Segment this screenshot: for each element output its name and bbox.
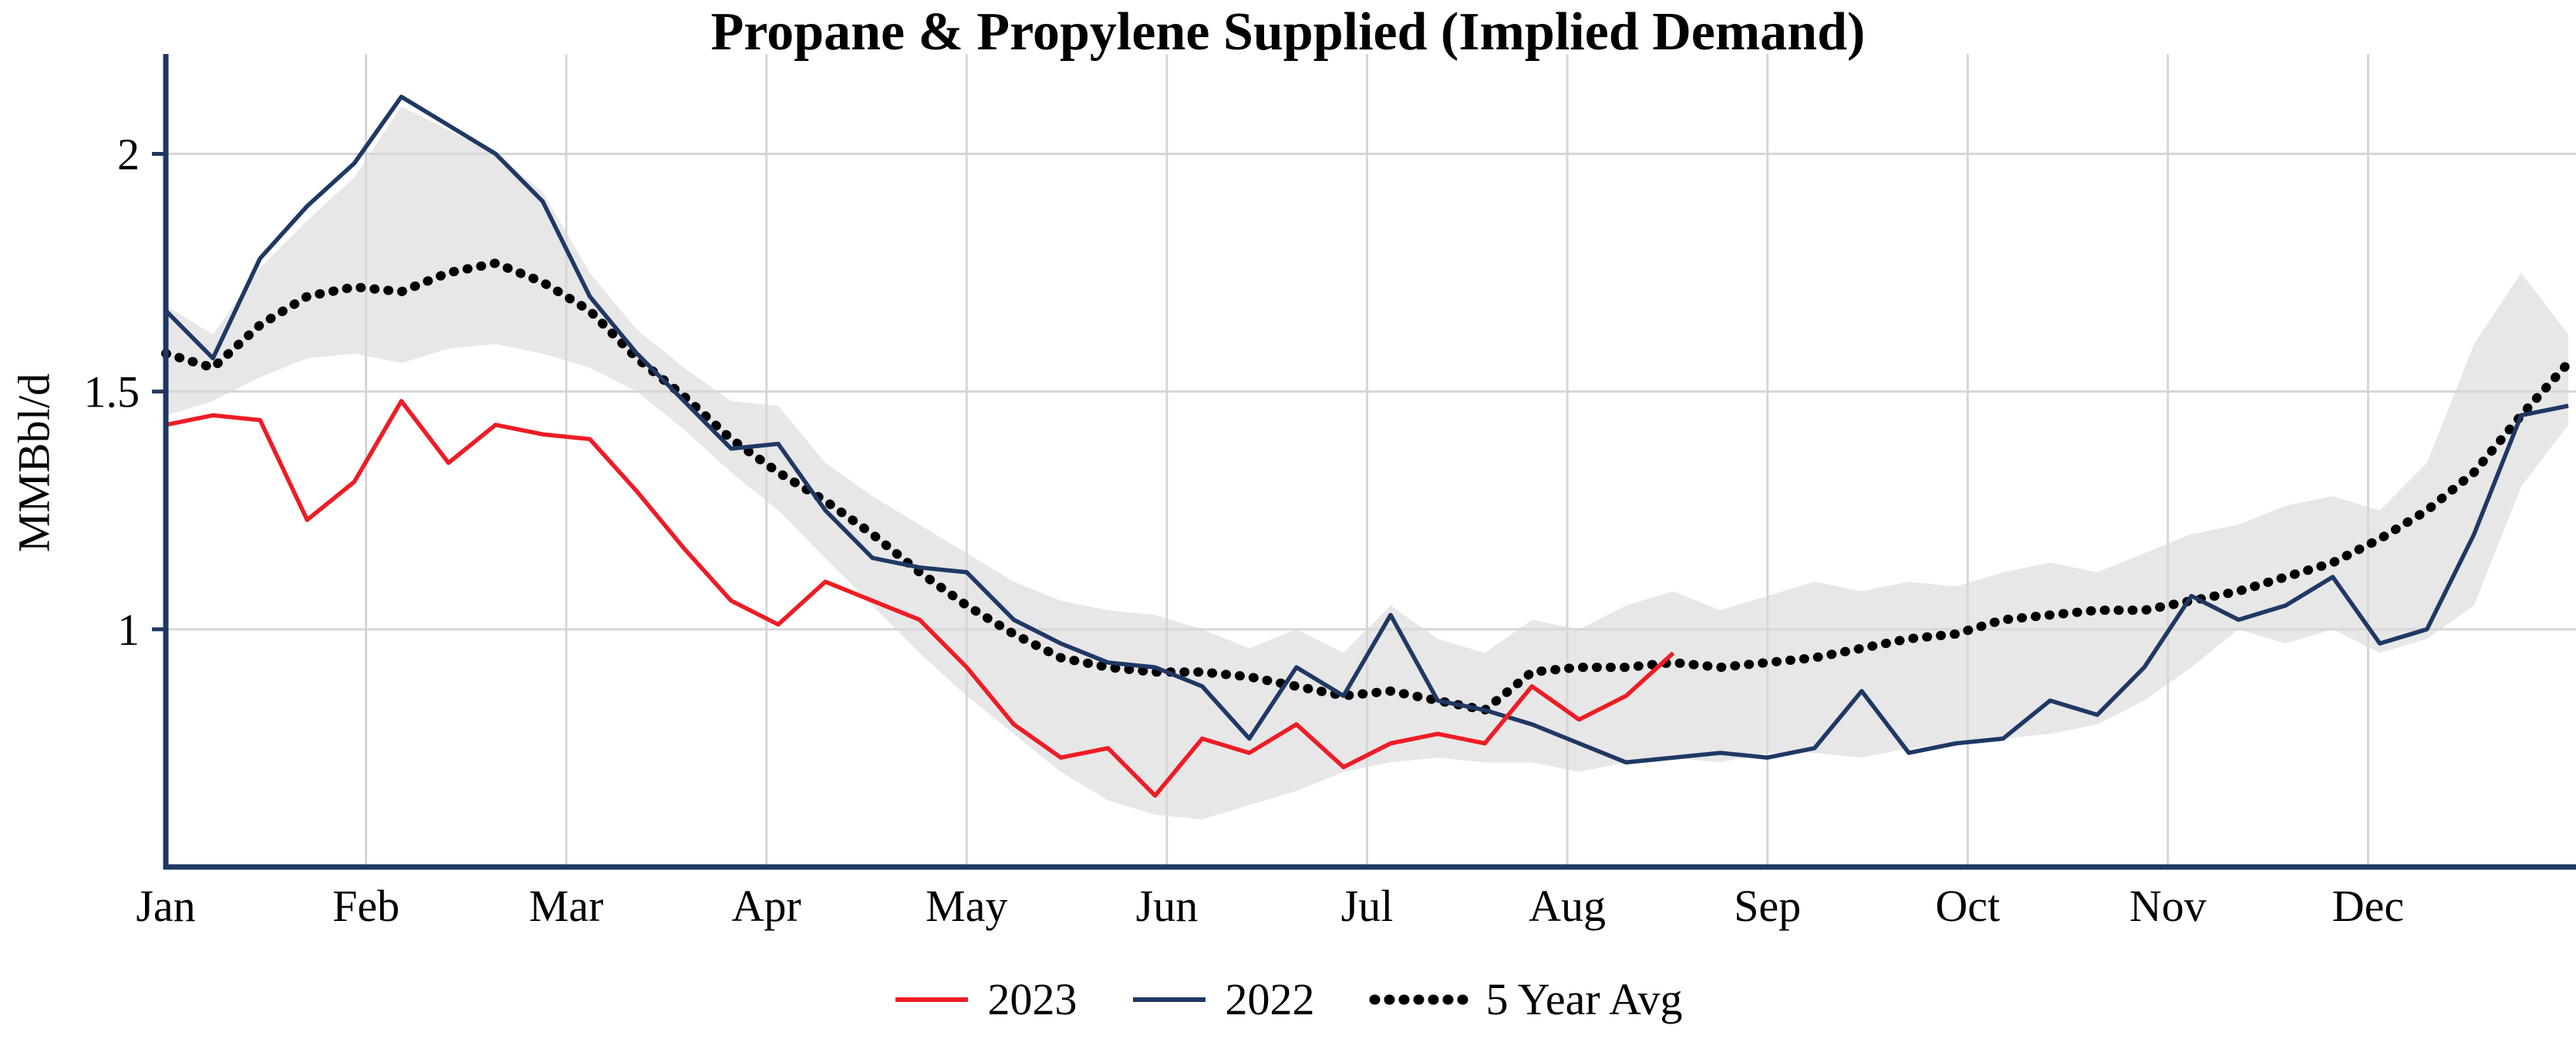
legend-swatch-2022-icon xyxy=(1133,997,1206,1002)
y-tick-label: 1.5 xyxy=(84,367,140,417)
x-tick-label-jan: Jan xyxy=(136,881,195,931)
legend-item-2022: 2022 xyxy=(1131,973,1314,1025)
x-tick-label-mar: Mar xyxy=(529,881,604,931)
x-tick-label-may: May xyxy=(926,881,1007,931)
legend-label-5-year-avg: 5 Year Avg xyxy=(1485,974,1683,1024)
legend: 2023 2022 5 Year Avg xyxy=(0,973,2576,1025)
x-tick-label-nov: Nov xyxy=(2129,881,2207,931)
x-tick-label-feb: Feb xyxy=(332,881,400,931)
x-tick-label-oct: Oct xyxy=(1935,881,2000,931)
y-tick-label: 1 xyxy=(117,605,140,655)
legend-item-5-year-avg: 5 Year Avg xyxy=(1368,973,1683,1025)
series-line-2023 xyxy=(165,399,1675,798)
legend-item-2023: 2023 xyxy=(893,973,1077,1025)
five-year-range-band xyxy=(166,106,2568,820)
x-tick-label-dec: Dec xyxy=(2332,881,2404,931)
x-tick-label-aug: Aug xyxy=(1529,881,1606,931)
x-tick-label-jun: Jun xyxy=(1136,881,1199,931)
y-tick-label: 2 xyxy=(117,129,140,179)
legend-swatch-5-year-avg-icon xyxy=(1369,994,1469,1004)
x-tick-label-sep: Sep xyxy=(1734,881,1801,931)
legend-swatch-2023-icon xyxy=(895,997,969,1002)
x-tick-label-jul: Jul xyxy=(1341,881,1394,931)
legend-label-2022: 2022 xyxy=(1225,974,1315,1024)
chart-title: Propane & Propylene Supplied (Implied De… xyxy=(710,2,1866,62)
x-tick-label-apr: Apr xyxy=(732,881,801,931)
legend-label-2023: 2023 xyxy=(987,974,1077,1024)
series-line-5-year-avg xyxy=(161,258,2573,715)
series-line-2022 xyxy=(164,94,2569,765)
